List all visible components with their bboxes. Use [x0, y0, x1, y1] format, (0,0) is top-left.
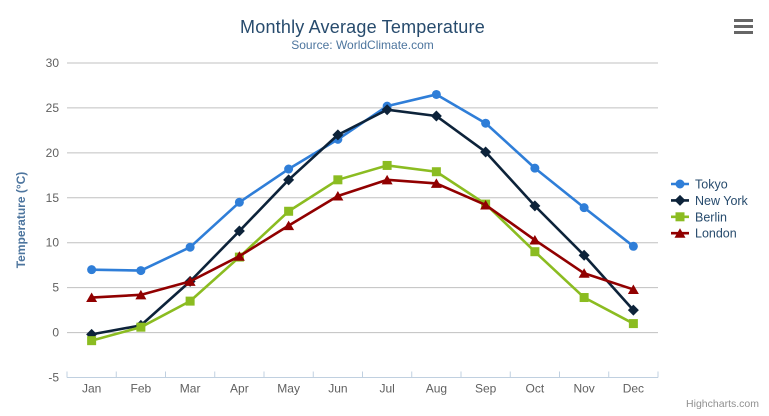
data-point-new-york-oct[interactable]: [529, 200, 541, 212]
data-point-london-nov[interactable]: [578, 268, 590, 278]
data-point-tokyo-jan[interactable]: [87, 265, 97, 275]
circle-marker-icon: [675, 179, 685, 189]
legend-item-label: Tokyo: [695, 178, 728, 192]
legend-item-new-york[interactable]: New York: [671, 194, 749, 208]
data-point-london-jan[interactable]: [86, 292, 98, 303]
data-point-berlin-dec[interactable]: [628, 319, 638, 329]
data-point-tokyo-may[interactable]: [284, 164, 294, 174]
y-tick-label: 15: [46, 191, 60, 205]
data-point-london-oct[interactable]: [529, 235, 541, 245]
x-tick-label: Jun: [328, 382, 347, 396]
data-point-tokyo-oct[interactable]: [530, 163, 540, 173]
series-london: [86, 174, 639, 303]
data-point-berlin-mar[interactable]: [185, 296, 195, 306]
data-point-london-may[interactable]: [283, 220, 295, 231]
data-point-berlin-aug[interactable]: [431, 167, 441, 177]
series-line-berlin: [90, 164, 635, 342]
triangle-marker-icon: [674, 228, 686, 238]
y-tick-label: 10: [46, 236, 60, 250]
legend-item-label: London: [695, 227, 737, 241]
data-point-london-aug[interactable]: [430, 178, 442, 188]
data-point-new-york-apr[interactable]: [233, 225, 245, 237]
legend-item-london[interactable]: London: [671, 227, 737, 241]
y-tick-label: 30: [46, 56, 60, 70]
data-point-london-mar[interactable]: [184, 276, 196, 286]
legend-item-berlin[interactable]: Berlin: [671, 210, 727, 224]
data-point-tokyo-mar[interactable]: [185, 242, 195, 252]
data-point-new-york-jun[interactable]: [332, 129, 344, 141]
series-line-new-york: [90, 108, 635, 336]
x-tick-label: Apr: [230, 382, 249, 396]
data-point-berlin-jun[interactable]: [333, 175, 343, 185]
x-tick-label: Dec: [623, 382, 644, 396]
x-tick-label: Jan: [82, 382, 101, 396]
export-menu-button[interactable]: [731, 17, 755, 39]
legend-item-label: Berlin: [695, 210, 727, 224]
hamburger-icon: [732, 19, 754, 34]
y-axis-title: Temperature (°C): [14, 172, 28, 269]
data-point-london-apr[interactable]: [233, 251, 245, 261]
data-point-tokyo-apr[interactable]: [234, 197, 244, 207]
data-point-new-york-may[interactable]: [283, 174, 295, 186]
data-point-tokyo-feb[interactable]: [136, 266, 146, 276]
data-point-london-jul[interactable]: [381, 174, 393, 185]
data-point-berlin-nov[interactable]: [579, 293, 589, 303]
y-tick-label: 5: [52, 281, 59, 295]
data-point-london-dec[interactable]: [627, 284, 639, 294]
data-point-tokyo-sep[interactable]: [481, 118, 491, 128]
data-point-new-york-dec[interactable]: [627, 304, 639, 316]
y-tick-label: 25: [46, 101, 60, 115]
x-tick-label: Oct: [526, 382, 545, 396]
x-tick-label: Aug: [426, 382, 447, 396]
credits-link[interactable]: Highcharts.com: [686, 398, 759, 410]
legend-item-tokyo[interactable]: Tokyo: [671, 178, 728, 192]
chart-subtitle: Source: WorldClimate.com: [291, 38, 434, 52]
x-tick-label: May: [277, 382, 300, 396]
data-point-london-jun[interactable]: [332, 190, 344, 201]
y-tick-label: -5: [48, 371, 59, 385]
x-tick-label: Nov: [573, 382, 594, 396]
x-tick-label: Mar: [180, 382, 201, 396]
x-tick-label: Feb: [131, 382, 152, 396]
series-new-york: [86, 104, 639, 340]
data-point-tokyo-nov[interactable]: [579, 203, 589, 213]
data-point-new-york-jul[interactable]: [381, 104, 393, 116]
diamond-marker-icon: [674, 194, 686, 206]
data-point-tokyo-dec[interactable]: [628, 241, 638, 251]
data-point-berlin-jan[interactable]: [87, 336, 97, 346]
data-point-berlin-oct[interactable]: [530, 247, 540, 257]
chart-title: Monthly Average Temperature: [240, 17, 485, 37]
square-marker-icon: [675, 212, 685, 222]
series-berlin: [87, 160, 638, 346]
data-point-london-feb[interactable]: [135, 289, 147, 300]
data-point-berlin-jul[interactable]: [382, 160, 392, 170]
x-tick-label: Jul: [379, 382, 394, 396]
legend-item-label: New York: [695, 194, 749, 208]
data-point-new-york-aug[interactable]: [430, 110, 442, 122]
data-point-berlin-feb[interactable]: [136, 322, 146, 332]
series-line-london: [90, 178, 635, 299]
data-point-new-york-nov[interactable]: [578, 249, 590, 261]
data-point-tokyo-aug[interactable]: [431, 89, 441, 99]
data-point-london-sep[interactable]: [480, 199, 492, 210]
x-tick-label: Sep: [475, 382, 497, 396]
legend: Tokyo New York Berlin London: [671, 178, 749, 241]
data-point-berlin-may[interactable]: [284, 206, 294, 216]
series-tokyo: [87, 89, 638, 276]
y-tick-label: 20: [46, 146, 60, 160]
y-tick-label: 0: [52, 326, 59, 340]
data-point-new-york-sep[interactable]: [480, 146, 492, 158]
